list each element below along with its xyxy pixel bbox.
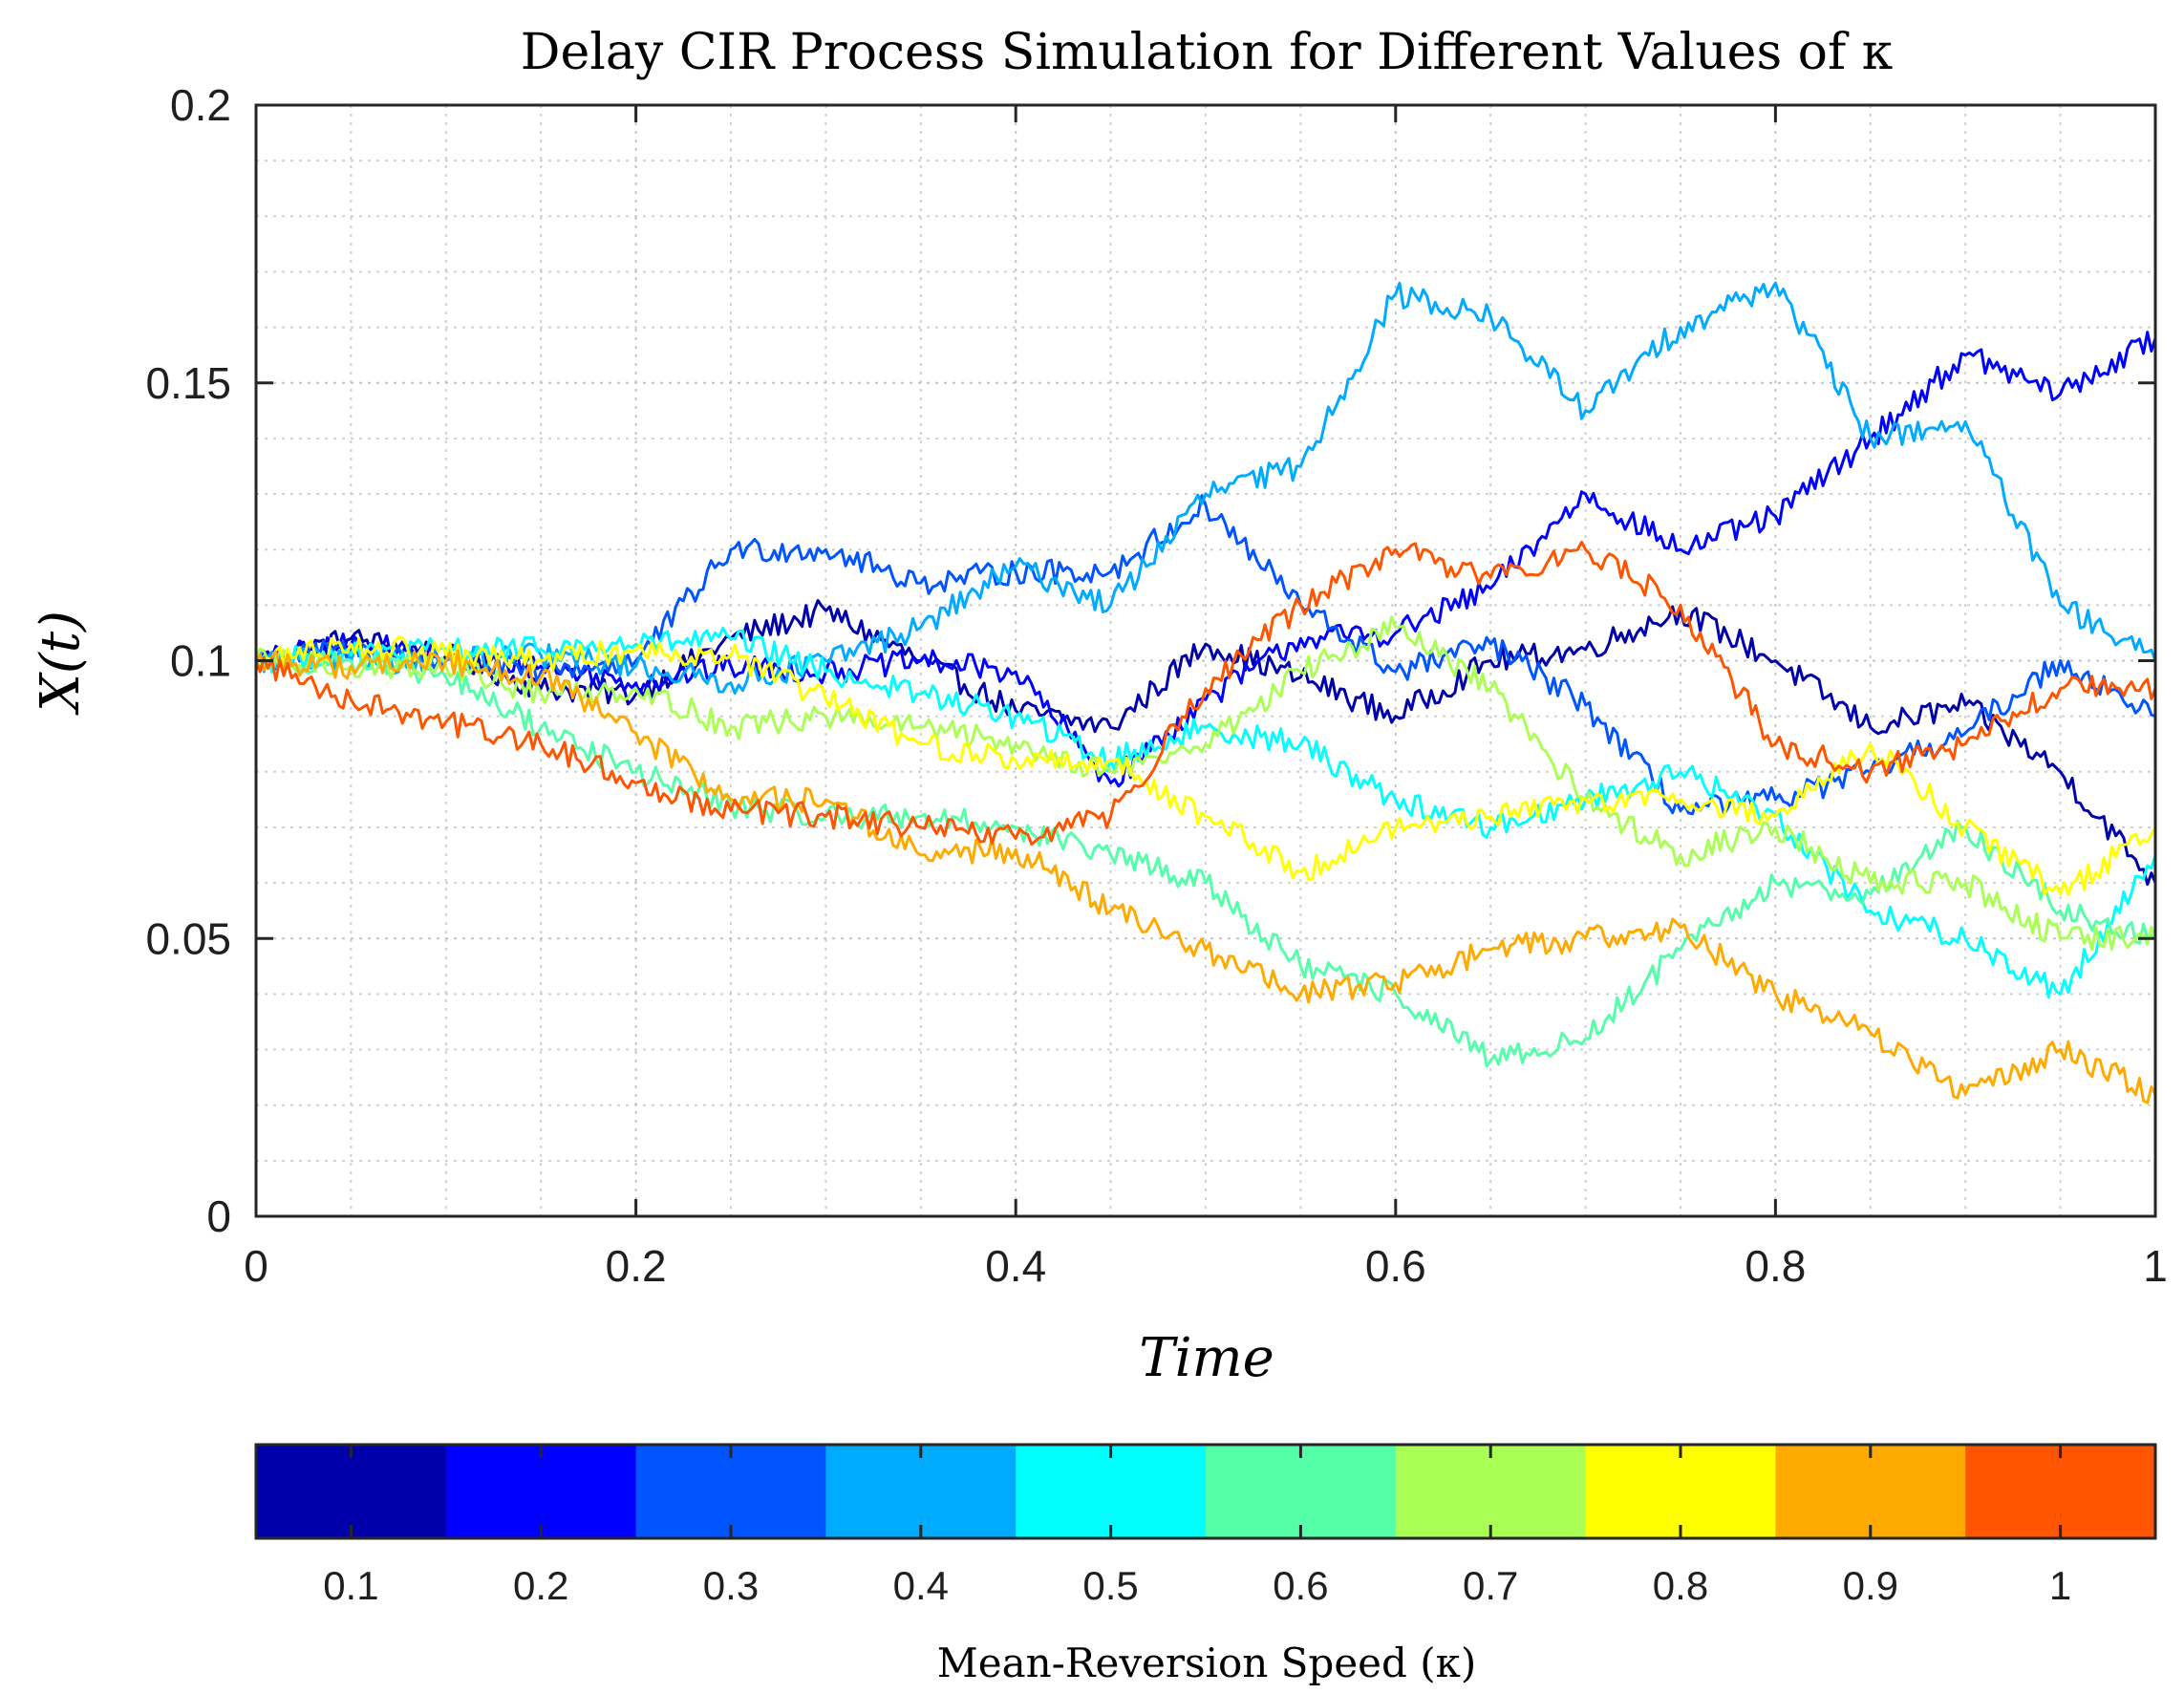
colorbar-segment-6	[1206, 1445, 1397, 1538]
colorbar-tick-label: 0.9	[1843, 1563, 1898, 1608]
series-line-9	[254, 649, 2157, 1104]
y-tick-label: 0	[206, 1191, 231, 1241]
chart-title: Delay CIR Process Simulation for Differe…	[521, 24, 1894, 81]
colorbar-tick-label: 0.4	[893, 1563, 949, 1608]
tick-labels: 0 0.2 0.4 0.6 0.8 1 0 0.05 0.1 0.15 0.2	[145, 80, 2167, 1291]
y-tick-label: 0.15	[145, 358, 231, 408]
y-tick-label: 0.1	[170, 636, 231, 686]
colorbar-segment-9	[1775, 1445, 1966, 1538]
colorbar-segment-2	[445, 1445, 637, 1538]
colorbar-segment-4	[825, 1445, 1017, 1538]
series-line-5	[254, 626, 2157, 998]
colorbar-tick-label: 0.5	[1082, 1563, 1138, 1608]
series-line-2	[254, 331, 2157, 788]
y-axis-label: X(t)	[30, 611, 92, 716]
series-line-6	[254, 650, 2157, 1068]
colorbar-tick-label: 0.7	[1463, 1563, 1518, 1608]
colorbar-segment-7	[1395, 1445, 1587, 1538]
series-line-1	[254, 599, 2157, 887]
x-tick-label: 0	[244, 1241, 268, 1291]
colorbar-tick-label: 0.1	[323, 1563, 378, 1608]
colorbar-segment-1	[256, 1445, 447, 1538]
series-line-8	[254, 635, 2157, 896]
colorbar-tick-label: 1	[2049, 1563, 2071, 1608]
axes	[254, 103, 2157, 1218]
colorbar-tick-label: 0.2	[513, 1563, 568, 1608]
x-tick-label: 0.4	[985, 1241, 1046, 1291]
colorbar-frame	[254, 1443, 2157, 1540]
x-tick-label: 0.8	[1745, 1241, 1806, 1291]
colorbar-segment-5	[1016, 1445, 1207, 1538]
series-lines	[254, 281, 2157, 1104]
x-tick-label: 0.6	[1365, 1241, 1426, 1291]
y-tick-label: 0.05	[145, 913, 231, 963]
colorbar-segment-8	[1585, 1445, 1776, 1538]
colorbar-tick-label: 0.3	[703, 1563, 759, 1608]
colorbar-segment-10	[1965, 1445, 2156, 1538]
colorbar-label: Mean-Reversion Speed (κ)	[937, 1640, 1477, 1686]
colorbar-segment-3	[635, 1445, 826, 1538]
colorbar-tick-label: 0.8	[1653, 1563, 1708, 1608]
series-line-10	[254, 540, 2157, 847]
colorbar-tick-label: 0.6	[1273, 1563, 1328, 1608]
x-tick-label: 0.2	[606, 1241, 667, 1291]
x-tick-label: 1	[2143, 1241, 2168, 1291]
colorbar: 0.1 0.2 0.3 0.4 0.5 0.6 0.7 0.8 0.9 1	[254, 1443, 2157, 1608]
x-axis-label: Time	[1139, 1327, 1274, 1389]
y-tick-label: 0.2	[170, 80, 231, 130]
series-line-3	[254, 494, 2157, 816]
